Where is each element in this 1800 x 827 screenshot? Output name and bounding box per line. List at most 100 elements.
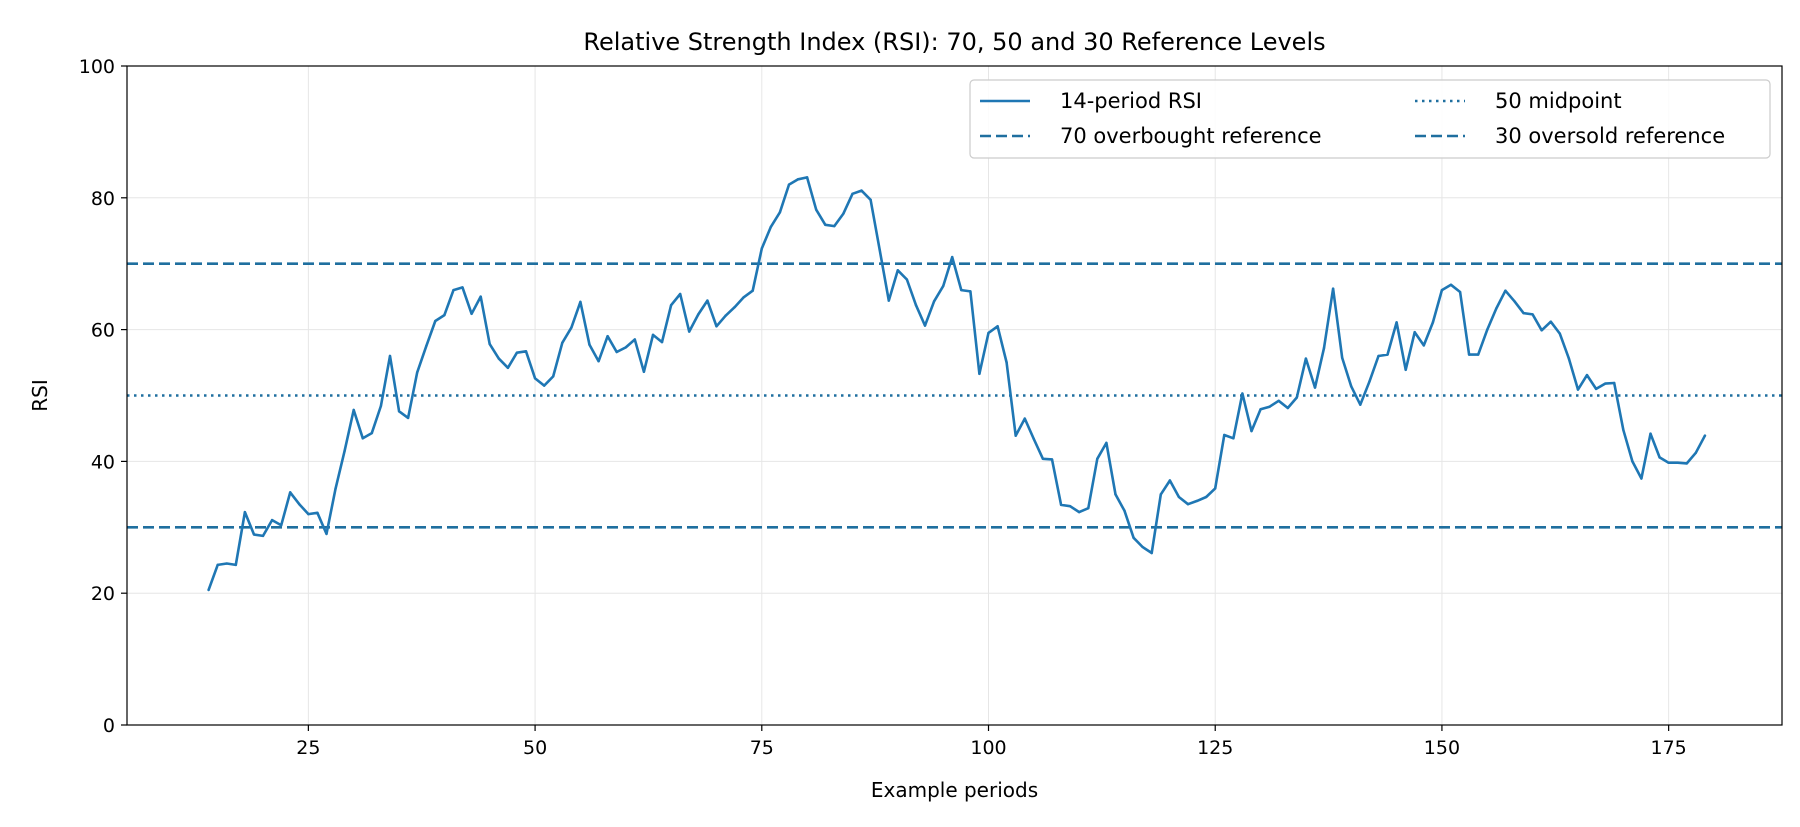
rsi-data-point [987,331,990,335]
rsi-data-point [1522,311,1525,315]
rsi-data-point [1350,385,1353,388]
rsi-data-point [1168,479,1172,482]
rsi-data-point [1613,381,1616,385]
rsi-data-point [1068,505,1072,508]
rsi-data-point [1567,357,1571,360]
rsi-data-point [1023,417,1026,420]
rsi-data-point [642,370,646,373]
rsi-data-point [379,404,383,408]
rsi-data-point [697,313,700,316]
legend: 14-period RSI 50 midpoint 70 overbought re… [969,79,1771,159]
rsi-data-point [1150,551,1153,555]
rsi-data-point [1685,462,1688,465]
rsi-data-point [815,208,818,211]
rsi-data-point [1223,433,1226,437]
rsi-data-point [252,533,256,536]
rsi-data-point [1059,503,1063,507]
rsi-data-point [316,511,319,515]
rsi-data-point [1458,290,1462,294]
rsi-data-point [1295,396,1299,399]
rsi-data-point [1268,405,1271,408]
rsi-data-point [951,255,954,259]
legend-box [969,79,1771,159]
rsi-data-point [1132,536,1135,540]
rsi-data-point [1449,283,1453,286]
rsi-data-point [261,534,265,538]
rsi-data-point [488,342,491,346]
rsi-data-point [1359,403,1362,406]
rsi-data-point [443,313,446,317]
rsi-data-point [470,312,473,315]
rsi-data-point [1667,461,1670,464]
rsi-data-point [234,563,238,567]
rsi-data-point [760,247,763,250]
rsi-data-point [1087,506,1090,510]
rsi-data-point [1513,300,1516,303]
rsi-data-point [1540,329,1543,332]
rsi-data-point [896,269,900,272]
rsi-data-point [307,512,310,516]
rsi-data-point [1504,289,1507,292]
rsi-data-point [969,290,972,293]
rsi-data-point [415,371,419,374]
rsi-data-point [1422,344,1425,347]
rsi-data-point [1640,477,1643,480]
legend-label: 14-period RSI [1060,89,1202,113]
rsi-data-point [1386,353,1389,356]
plot-area [127,176,1782,592]
rsi-data-point [343,449,346,453]
rsi-data-point [1096,457,1099,460]
rsi-data-point [1703,434,1707,437]
rsi-data-point [243,510,247,514]
rsi-data-point [1368,380,1371,383]
rsi-data-point [1495,307,1498,310]
rsi-data-point [706,299,709,302]
rsi-data-point [769,225,773,228]
rsi-data-point [796,178,800,181]
rsi-data-point [325,532,328,536]
rsi-data-point [669,304,673,307]
rsi-data-point [524,350,528,353]
rsi-data-point [352,408,355,412]
rsi-data-point [425,344,428,348]
legend-label: 50 midpoint [1495,89,1622,113]
rsi-data-point [651,333,655,337]
chart-title: Relative Strength Index (RSI): 70, 50 an… [583,28,1325,56]
rsi-data-point [778,211,782,214]
rsi-data-point [1603,382,1607,385]
rsi-data-point [1594,387,1598,391]
rsi-data-point [1322,346,1326,350]
rsi-data-point [1304,357,1308,360]
rsi-data-point [588,343,591,346]
y-tick-label: 20 [91,583,115,605]
rsi-data-point [941,284,945,288]
rsi-data-point [1377,354,1380,358]
rsi-data-point [878,248,881,252]
rsi-data-point [597,360,600,363]
rsi-data-point [1576,388,1580,391]
rsi-data-point [461,286,464,289]
rsi-data-point [388,354,392,358]
rsi-data-point [1114,493,1117,496]
rsi-data-point [1214,487,1217,490]
rsi-data-point [1286,406,1289,410]
rsi-data-point [1014,434,1017,437]
rsi-data-point [960,288,963,292]
y-axis-label: RSI [28,379,52,412]
rsi-data-point [1477,353,1480,356]
rsi-data-point [452,288,455,292]
y-tick-label: 40 [91,451,115,473]
rsi-data-point [996,325,999,328]
rsi-data-point [624,346,627,349]
y-tick-label: 0 [103,715,115,737]
legend-label: 30 oversold reference [1495,124,1725,148]
rsi-data-point [1050,458,1054,461]
rsi-series-line [207,176,1707,592]
rsi-data-point [887,299,890,302]
rsi-data-point [1159,493,1163,496]
rsi-data-point [1277,399,1280,402]
rsi-data-point [552,375,555,378]
rsi-data-point [1005,361,1008,364]
rsi-data-point [688,330,691,333]
